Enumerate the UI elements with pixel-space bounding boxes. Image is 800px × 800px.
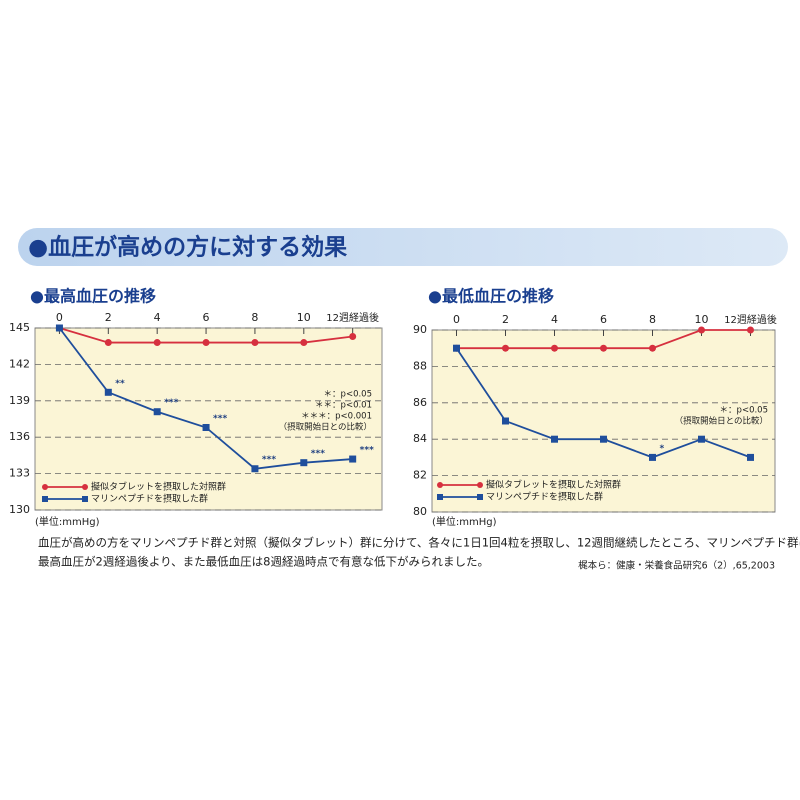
marker	[747, 453, 754, 461]
marker	[300, 459, 308, 467]
header-title: ●血圧が高めの方に対する効果	[28, 234, 347, 261]
legend-marker	[477, 494, 483, 500]
y-tick-label: 82	[413, 469, 427, 482]
marker	[551, 435, 558, 443]
legend-label: 擬似タブレットを摂取した対照群	[486, 479, 621, 491]
y-tick-label: 145	[9, 321, 30, 334]
y-unit: (単位:mmHg)	[432, 515, 497, 528]
marker	[747, 326, 754, 334]
significance: ***	[164, 398, 178, 408]
x-tick-label: 0	[56, 311, 63, 324]
x-tick-label: 2	[105, 311, 112, 324]
legend-marker	[437, 494, 443, 500]
note: （摂取開始日との比較）	[675, 416, 768, 427]
significance: ***	[311, 449, 325, 459]
marker	[600, 344, 607, 352]
x-tick-label: 12週経過後	[326, 311, 379, 324]
marker	[153, 339, 161, 347]
y-tick-label: 84	[413, 432, 427, 445]
legend-marker	[82, 496, 88, 502]
x-tick-label: 8	[251, 311, 258, 324]
chart-title: ●最高血圧の推移	[30, 287, 156, 306]
note: ＊＊：p<0.01	[315, 401, 372, 411]
marker	[698, 326, 705, 334]
x-tick-label: 2	[502, 313, 509, 326]
marker	[453, 344, 460, 352]
marker	[202, 423, 210, 431]
note: ＊：p<0.05	[720, 406, 768, 416]
marker	[251, 465, 259, 473]
x-tick-label: 12週経過後	[724, 313, 777, 326]
x-tick-label: 10	[695, 313, 709, 326]
marker	[600, 435, 607, 443]
y-tick-label: 133	[9, 467, 30, 480]
significance: *	[660, 444, 665, 454]
y-tick-label: 88	[413, 359, 427, 372]
marker	[502, 417, 509, 425]
x-tick-label: 4	[154, 311, 161, 324]
marker	[349, 455, 357, 463]
x-tick-label: 8	[649, 313, 656, 326]
marker	[104, 339, 112, 347]
marker	[551, 344, 558, 352]
significance: ***	[262, 455, 276, 465]
y-tick-label: 86	[413, 396, 427, 409]
y-unit: (単位:mmHg)	[35, 515, 100, 528]
x-tick-label: 10	[297, 311, 311, 324]
marker	[104, 388, 112, 396]
y-tick-label: 142	[9, 357, 30, 370]
x-tick-label: 6	[203, 311, 210, 324]
marker	[55, 324, 63, 332]
caption-line: 血圧が高めの方をマリンペプチド群と対照（擬似タブレット）群に分けて、各々に1日1…	[38, 536, 800, 550]
significance: **	[115, 379, 125, 389]
note: ＊：p<0.05	[324, 390, 372, 400]
marker	[153, 408, 161, 416]
header-band	[18, 228, 788, 266]
legend-marker	[42, 496, 48, 502]
y-tick-label: 139	[9, 394, 30, 407]
y-tick-label: 90	[413, 323, 427, 336]
y-tick-label: 130	[9, 503, 30, 516]
legend-marker	[437, 482, 443, 488]
note: （摂取開始日との比較）	[279, 422, 372, 433]
marker	[300, 339, 308, 347]
y-tick-label: 136	[9, 430, 30, 443]
marker	[649, 453, 656, 461]
significance: ***	[213, 414, 227, 424]
legend-label: マリンペプチドを摂取した群	[91, 493, 208, 505]
significance: ***	[360, 446, 374, 456]
marker	[349, 332, 357, 340]
note: ＊＊＊：p<0.001	[301, 412, 372, 422]
plot-area	[34, 327, 383, 511]
caption-line: 最高血圧が2週経過後より、また最低血圧は8週経過時点で有意な低下がみられました。	[38, 555, 489, 569]
legend-marker	[82, 484, 88, 490]
marker	[202, 339, 210, 347]
citation: 梶本ら：健康・栄養食品研究6（2）,65,2003	[578, 560, 775, 572]
x-tick-label: 4	[551, 313, 558, 326]
x-tick-label: 0	[453, 313, 460, 326]
marker	[251, 339, 259, 347]
legend-marker	[42, 484, 48, 490]
marker	[698, 435, 705, 443]
legend-label: マリンペプチドを摂取した群	[486, 491, 603, 503]
y-tick-label: 80	[413, 505, 427, 518]
marker	[649, 344, 656, 352]
legend-marker	[477, 482, 483, 488]
x-tick-label: 6	[600, 313, 607, 326]
chart-title: ●最低血圧の推移	[428, 287, 554, 306]
marker	[502, 344, 509, 352]
legend-label: 擬似タブレットを摂取した対照群	[91, 481, 226, 493]
